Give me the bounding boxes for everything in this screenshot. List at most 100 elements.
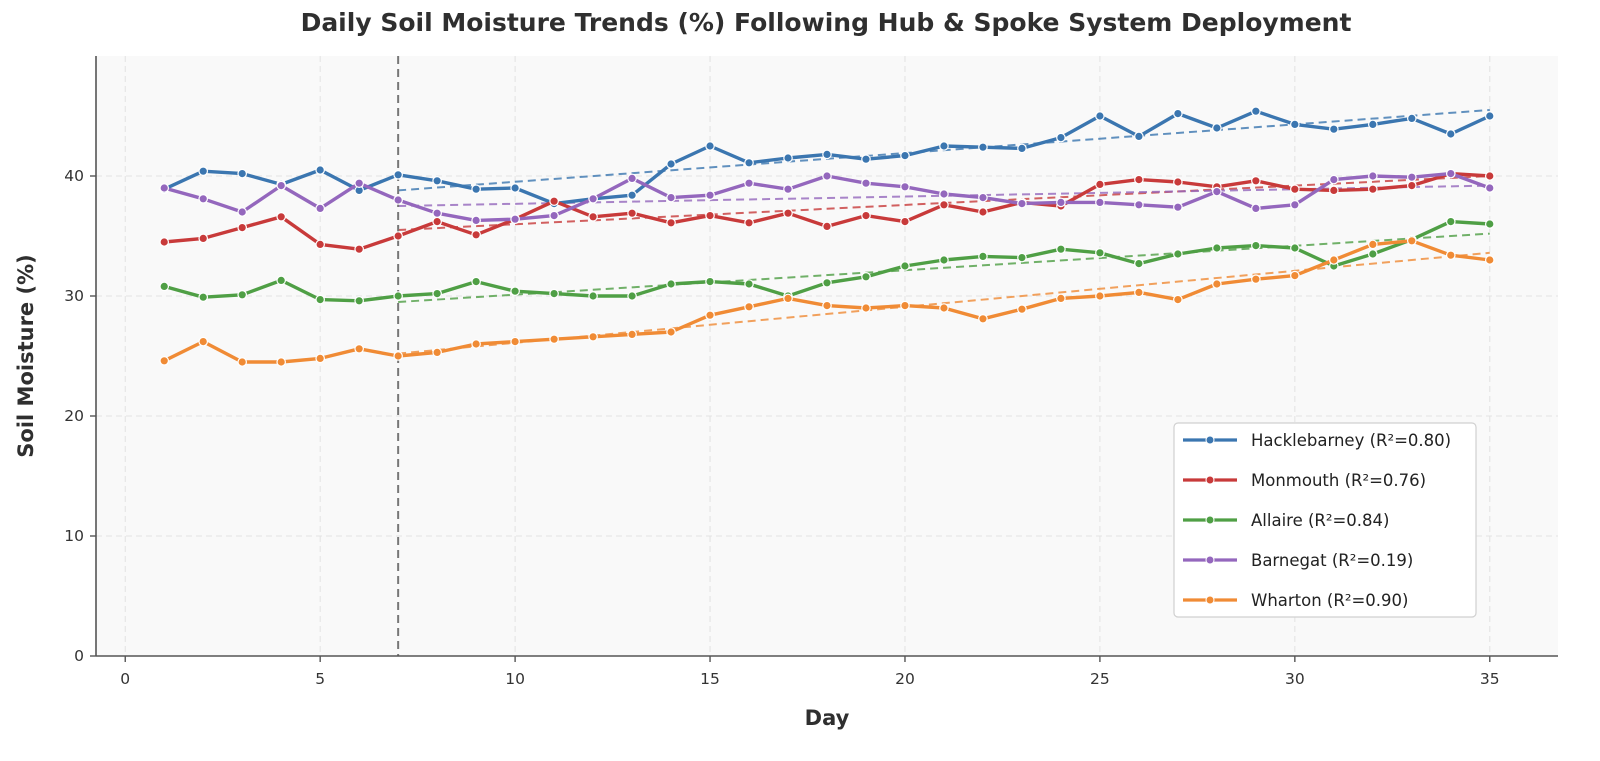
data-point: [783, 208, 793, 218]
data-point: [471, 184, 481, 194]
data-point: [666, 279, 676, 289]
data-point: [666, 159, 676, 169]
data-point: [1251, 240, 1261, 251]
data-point: [471, 215, 481, 226]
data-point: [1368, 239, 1378, 250]
data-point: [666, 218, 676, 228]
data-point: [1134, 258, 1144, 269]
data-point: [1134, 174, 1144, 185]
data-point: [939, 200, 949, 210]
data-point: [393, 291, 403, 301]
data-point: [1290, 243, 1300, 253]
data-point: [1095, 111, 1105, 121]
data-point: [1407, 180, 1417, 191]
data-point: [900, 182, 910, 192]
data-point: [861, 210, 871, 221]
data-point: [1212, 243, 1222, 253]
data-point: [1329, 255, 1339, 265]
y-tick-label: 0: [74, 647, 84, 665]
data-point: [1173, 108, 1183, 119]
data-point: [939, 141, 949, 151]
data-point: [1134, 131, 1144, 142]
x-tick-label: 35: [1480, 670, 1500, 688]
data-point: [471, 230, 481, 240]
y-tick-label: 20: [64, 407, 84, 425]
data-point: [1407, 236, 1417, 246]
series-group: [159, 216, 1495, 306]
data-point: [1290, 200, 1300, 210]
data-point: [1484, 171, 1495, 181]
legend-swatch-marker: [1205, 515, 1215, 525]
data-point: [198, 166, 209, 176]
data-point: [315, 239, 325, 250]
data-point: [198, 336, 209, 347]
data-point: [1484, 111, 1495, 121]
data-point: [1407, 113, 1417, 124]
data-point: [900, 261, 910, 271]
data-point: [1056, 197, 1066, 208]
data-point: [1368, 171, 1378, 181]
data-point: [1368, 249, 1378, 259]
x-tick-label: 5: [315, 670, 325, 688]
data-point: [315, 294, 325, 305]
data-point: [237, 357, 247, 367]
data-point: [1212, 279, 1222, 289]
data-point: [315, 353, 325, 364]
data-point: [276, 212, 286, 222]
data-point: [1329, 174, 1339, 185]
data-point: [900, 216, 910, 227]
data-point: [159, 237, 170, 247]
data-point: [1095, 291, 1105, 301]
data-point: [1173, 249, 1183, 259]
data-point: [1017, 304, 1027, 314]
data-point: [549, 334, 559, 344]
data-point: [744, 301, 754, 312]
data-point: [1251, 176, 1261, 186]
data-point: [744, 218, 754, 228]
series-group: [159, 106, 1495, 209]
data-point: [432, 208, 442, 218]
data-point: [1368, 119, 1378, 130]
data-point: [510, 336, 520, 347]
data-point: [1290, 119, 1300, 130]
data-point: [822, 149, 832, 160]
data-point: [978, 142, 988, 152]
data-point: [744, 279, 754, 289]
data-point: [1484, 219, 1495, 229]
data-point: [705, 276, 715, 287]
data-point: [861, 303, 871, 313]
data-point: [900, 150, 910, 161]
data-point: [1017, 198, 1027, 209]
series-lines: [159, 106, 1495, 367]
data-point: [354, 178, 364, 188]
data-point: [1445, 168, 1456, 179]
data-point: [900, 300, 910, 311]
legend-swatch-marker: [1205, 435, 1215, 445]
data-point: [1251, 203, 1261, 214]
x-tick-label: 30: [1285, 670, 1305, 688]
data-point: [978, 313, 988, 324]
data-point: [510, 183, 520, 193]
data-point: [1329, 124, 1339, 134]
data-point: [627, 173, 637, 184]
legend-label: Allaire (R²=0.84): [1251, 511, 1390, 530]
data-point: [549, 288, 559, 299]
data-point: [588, 331, 598, 342]
data-point: [588, 291, 598, 301]
data-point: [666, 192, 676, 203]
data-point: [315, 165, 325, 175]
data-point: [237, 207, 247, 217]
data-point: [744, 158, 754, 168]
data-point: [1484, 255, 1495, 265]
data-point: [1368, 184, 1378, 194]
x-tick-label: 20: [895, 670, 915, 688]
data-point: [393, 170, 403, 180]
data-point: [1251, 106, 1261, 116]
legend-label: Barnegat (R²=0.19): [1251, 551, 1413, 570]
data-point: [510, 214, 520, 224]
data-point: [978, 251, 988, 262]
data-point: [1407, 172, 1417, 182]
data-point: [1212, 123, 1222, 133]
data-point: [1173, 177, 1183, 187]
